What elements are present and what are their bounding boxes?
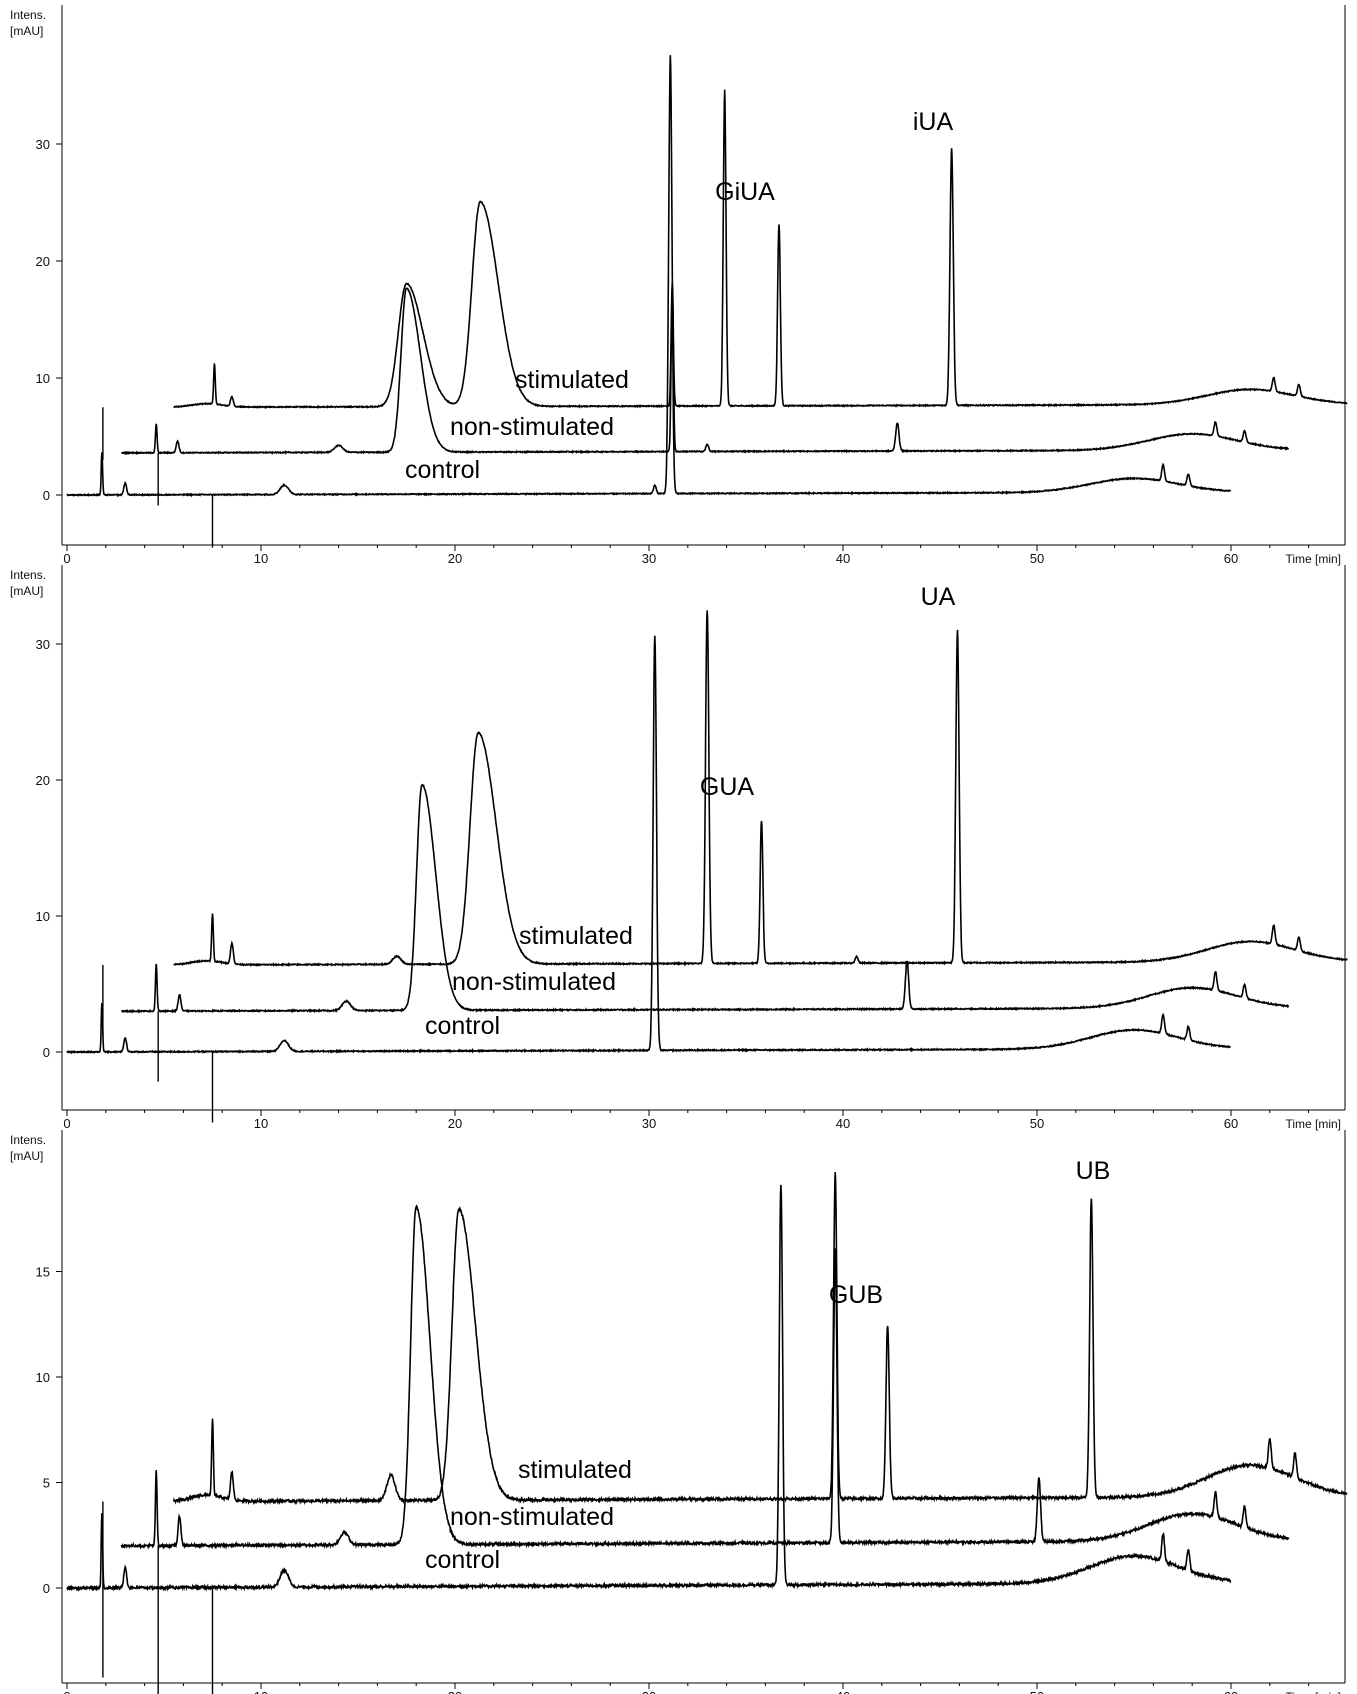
y-axis-label: Intens. [10, 568, 46, 582]
trace-stimulated [173, 610, 1348, 968]
y-tick-label: 5 [43, 1476, 50, 1491]
x-axis-label: Time [min] [1285, 1117, 1341, 1131]
x-tick-label: 30 [642, 1116, 656, 1131]
y-tick-label: 20 [36, 254, 50, 269]
y-axis-label: Intens. [10, 8, 46, 22]
trace-control [66, 635, 1231, 1055]
x-tick-label: 10 [254, 1116, 268, 1131]
trace-non-stimulated [120, 1204, 1290, 1550]
trace-non-stimulated [121, 287, 1289, 456]
x-tick-label: 10 [254, 1689, 268, 1694]
series-label-stimulated: stimulated [519, 922, 633, 950]
x-tick-label: 20 [448, 551, 462, 566]
series-label-stimulated: stimulated [518, 1456, 632, 1484]
x-tick-label: 0 [63, 1116, 70, 1131]
y-tick-label: 30 [36, 637, 50, 652]
x-axis-label: Time [min] [1285, 1690, 1341, 1694]
series-label-non-stimulated: non-stimulated [450, 413, 614, 441]
chart-panel: Intens. [mAU] 0 10 20 30 40 50 60 Time [min] 0 10 20… [10, 5, 1348, 566]
peak-annotation: iUA [913, 108, 954, 136]
y-axis-label: Intens. [10, 1133, 46, 1147]
peak-annotation: UB [1076, 1157, 1111, 1185]
y-tick-label: 0 [43, 1045, 50, 1060]
peak-annotation: GUB [829, 1281, 883, 1309]
trace-stimulated [172, 1171, 1348, 1506]
series-label-non-stimulated: non-stimulated [450, 1503, 614, 1531]
x-tick-label: 30 [642, 551, 656, 566]
y-tick-label: 15 [36, 1265, 50, 1280]
x-tick-label: 10 [254, 551, 268, 566]
y-tick-label: 0 [43, 488, 50, 503]
trace-control [66, 1184, 1232, 1592]
chart-panel: Intens. [mAU] 0 10 20 30 40 50 60 Time [min] 0 5 10 1… [10, 1130, 1348, 1694]
x-tick-label: 0 [63, 1689, 70, 1694]
y-tick-label: 10 [36, 1370, 50, 1385]
y-axis-label: [mAU] [10, 584, 43, 598]
x-tick-label: 60 [1224, 1689, 1238, 1694]
y-tick-label: 10 [36, 909, 50, 924]
trace-stimulated [173, 89, 1348, 410]
x-tick-label: 0 [63, 551, 70, 566]
x-axis-label: Time [min] [1285, 552, 1341, 566]
x-tick-label: 60 [1224, 551, 1238, 566]
chart-panel: Intens. [mAU] 0 10 20 30 40 50 60 Time [min] 0 10 20… [10, 565, 1348, 1131]
series-label-non-stimulated: non-stimulated [452, 968, 616, 996]
peak-annotation: UA [921, 583, 956, 611]
x-tick-label: 30 [642, 1689, 656, 1694]
y-axis-label: [mAU] [10, 1149, 43, 1163]
x-tick-label: 20 [448, 1689, 462, 1694]
y-tick-label: 20 [36, 773, 50, 788]
x-tick-label: 60 [1224, 1116, 1238, 1131]
x-tick-label: 40 [836, 551, 850, 566]
x-tick-label: 50 [1030, 551, 1044, 566]
trace-control [66, 55, 1232, 498]
y-tick-label: 10 [36, 371, 50, 386]
series-label-control: control [425, 1012, 500, 1040]
x-tick-label: 40 [836, 1116, 850, 1131]
x-tick-label: 20 [448, 1116, 462, 1131]
y-tick-label: 0 [43, 1581, 50, 1596]
y-axis-label: [mAU] [10, 24, 43, 38]
series-label-stimulated: stimulated [515, 366, 629, 394]
x-tick-label: 50 [1030, 1116, 1044, 1131]
x-tick-label: 50 [1030, 1689, 1044, 1694]
series-label-control: control [405, 456, 480, 484]
x-tick-label: 40 [836, 1689, 850, 1694]
peak-annotation: GUA [700, 773, 755, 801]
trace-non-stimulated [121, 783, 1290, 1014]
peak-annotation: GiUA [715, 178, 775, 206]
series-label-control: control [425, 1546, 500, 1574]
y-tick-label: 30 [36, 137, 50, 152]
